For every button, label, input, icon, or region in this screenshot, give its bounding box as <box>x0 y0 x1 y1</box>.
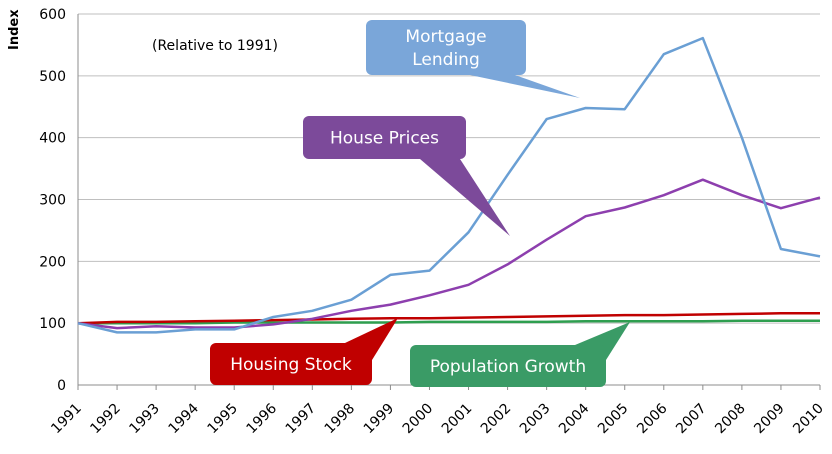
callout-pointer-mortgage <box>470 75 580 98</box>
x-tick-label: 2001 <box>439 401 476 438</box>
callout-box-house_prices <box>303 116 466 159</box>
y-axis-title: Index <box>7 9 22 50</box>
series-line-house_prices <box>77 178 821 330</box>
y-tick-label: 100 <box>39 316 66 332</box>
callout-box-housing_stock <box>210 343 372 385</box>
callout-label-house_prices: House Prices <box>330 129 439 149</box>
y-tick-label: 200 <box>39 254 66 270</box>
x-tick-label: 1991 <box>48 401 85 438</box>
x-tick-label: 2000 <box>400 401 437 438</box>
x-tick-label: 2003 <box>517 401 554 438</box>
x-tick-label: 2004 <box>556 400 593 437</box>
series-line-population <box>78 319 820 325</box>
x-tick-label: 2007 <box>673 401 710 438</box>
x-tick-label: 1999 <box>361 401 398 438</box>
callout-box-population <box>410 345 606 387</box>
series-line-mortgage <box>77 36 821 334</box>
x-tick-label: 1994 <box>165 400 202 437</box>
chart-annotation: (Relative to 1991) <box>152 38 278 54</box>
x-tick-label: 2008 <box>712 401 749 438</box>
y-tick-label: 400 <box>39 131 66 147</box>
callout-label-housing_stock: Housing Stock <box>230 355 352 375</box>
callout-box-mortgage <box>366 20 526 75</box>
x-tick-label: 2010 <box>790 401 827 438</box>
x-tick-label: 2002 <box>478 401 515 438</box>
y-tick-label: 0 <box>57 378 66 394</box>
x-tick-label: 2005 <box>595 401 632 438</box>
x-tick-label: 1992 <box>87 401 124 438</box>
y-tick-label: 600 <box>39 7 66 23</box>
x-tick-label: 1993 <box>126 401 163 438</box>
callout-label-population: Population Growth <box>430 357 586 377</box>
x-tick-label: 1997 <box>283 401 320 438</box>
x-tick-label: 1995 <box>205 401 242 438</box>
y-tick-label: 500 <box>39 69 66 85</box>
x-tick-label: 1996 <box>244 400 281 437</box>
callout-pointer-house_prices <box>420 159 510 236</box>
callout-label-mortgage: Mortgage <box>405 27 486 47</box>
y-tick-label: 300 <box>39 193 66 209</box>
callout-label-mortgage: Lending <box>412 50 480 70</box>
x-tick-label: 2009 <box>751 401 788 438</box>
series-line-housing_stock <box>77 312 820 325</box>
x-tick-label: 2006 <box>634 400 671 437</box>
x-tick-label: 1998 <box>322 401 359 438</box>
